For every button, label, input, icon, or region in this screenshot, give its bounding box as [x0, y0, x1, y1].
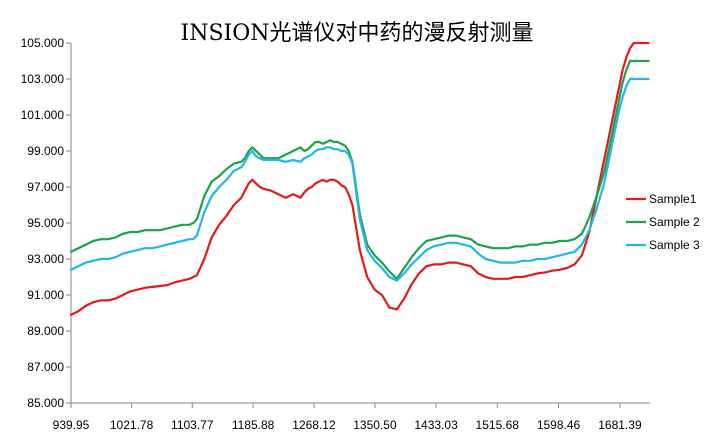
chart-title: INSION光谱仪对中药的漫反射测量: [181, 21, 534, 46]
y-tick-label: 93.000: [27, 252, 64, 266]
legend: Sample1 Sample 2 Sample 3: [626, 192, 700, 252]
y-tick-label: 101.000: [21, 108, 65, 122]
y-axis: 85.000 87.000 89.000 91.000 93.000 95.000 97.0…: [21, 36, 72, 410]
x-tick-label: 1021.78: [110, 418, 154, 432]
x-tick-label: 1185.88: [232, 418, 275, 432]
y-tick-label: 103.000: [21, 72, 65, 86]
y-tick-label: 95.000: [27, 216, 64, 230]
y-tick-label: 87.000: [27, 360, 64, 374]
y-tick-label: 105.000: [21, 36, 65, 50]
y-tick-label: 89.000: [27, 324, 64, 338]
y-tick-label: 97.000: [27, 180, 64, 194]
x-tick-label: 1515.68: [476, 418, 520, 432]
legend-label-sample1: Sample1: [649, 192, 697, 206]
y-tick-label: 91.000: [27, 288, 64, 302]
x-tick-label: 1103.77: [171, 418, 214, 432]
x-tick-label: 1350.50: [353, 418, 397, 432]
series-line-sample3: [69, 77, 650, 282]
x-tick-label: 1681.39: [598, 418, 642, 432]
x-axis: 939.95 1021.78 1103.77 1185.88 1268.12 1350.5…: [53, 402, 650, 432]
legend-label-sample3: Sample 3: [649, 238, 700, 252]
x-tick-label: 939.95: [53, 418, 90, 432]
legend-label-sample2: Sample 2: [649, 215, 700, 229]
y-tick-label: 99.000: [27, 144, 64, 158]
series-line-sample1: [69, 41, 650, 316]
x-tick-label: 1268.12: [292, 418, 336, 432]
y-tick-label: 85.000: [27, 396, 64, 410]
x-tick-label: 1433.03: [414, 418, 458, 432]
series-line-sample2: [69, 59, 650, 280]
series-layer: [69, 41, 650, 316]
x-tick-label: 1598.46: [537, 418, 581, 432]
